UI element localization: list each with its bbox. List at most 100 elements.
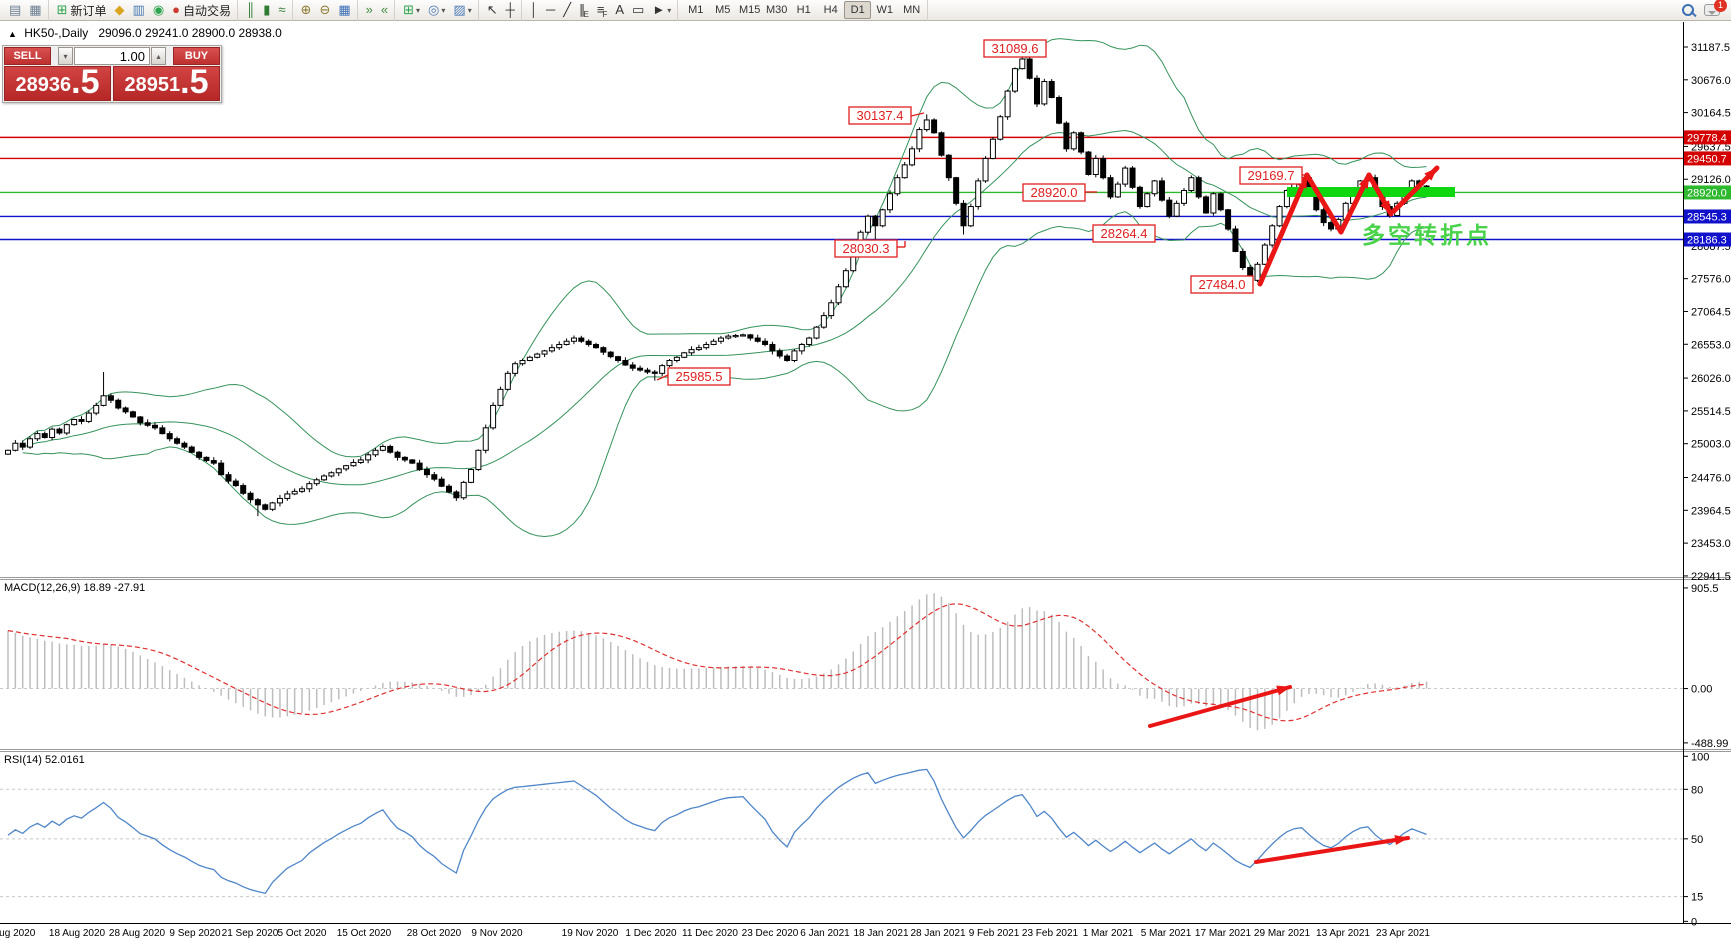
volume-increase-button[interactable]: ▴ <box>151 47 166 65</box>
new-order-button: ⊞ <box>56 2 68 17</box>
templates-icon-dropdown[interactable]: ▾ <box>467 5 472 15</box>
annotation-text[interactable]: 多空转折点 <box>1362 222 1492 248</box>
indicators-icon-dropdown[interactable]: ▾ <box>416 5 421 15</box>
buy-price-pips: .5 <box>180 63 209 101</box>
x-axis-label: 6 Aug 2020 <box>0 928 36 939</box>
rsi-tick-label: 50 <box>1691 834 1703 846</box>
text-label-icon[interactable]: ▭ <box>628 1 648 19</box>
x-axis-label: 11 Dec 2020 <box>682 928 738 939</box>
equidistant-channel-icon[interactable]: ∥ E <box>575 1 593 19</box>
price-callout-28920.0[interactable]: 28920.0 <box>1022 183 1097 202</box>
price-axis[interactable]: 31187.530676.030164.529637.529126.028087… <box>1683 42 1731 928</box>
autotrading-button[interactable]: ● 自动交易 <box>168 1 235 19</box>
new-chart-icon[interactable]: ▤ <box>5 1 25 19</box>
toolbar-right: 1 <box>1682 0 1728 16</box>
candlestick-icon[interactable]: ▮ <box>259 1 274 19</box>
cursor-icon[interactable]: ↖ <box>483 1 502 19</box>
svg-text:25985.5: 25985.5 <box>676 369 723 384</box>
timeframe-m5[interactable]: M5 <box>715 4 731 16</box>
periods-icon[interactable]: ◎ ▾ <box>424 1 449 19</box>
arrows-icon[interactable]: ► ▾ <box>648 1 675 19</box>
line-chart-icon[interactable]: ≈ <box>274 1 289 19</box>
price-tick-label: 25003.0 <box>1691 439 1731 451</box>
svg-text:28030.3: 28030.3 <box>843 241 890 256</box>
auto-scroll-icon[interactable]: » <box>362 1 377 19</box>
price-callout-30137.4[interactable]: 30137.4 <box>848 106 925 125</box>
timeframe-w1[interactable]: W1 <box>876 4 893 16</box>
text-icon[interactable]: A <box>611 1 628 19</box>
timeframe-h1[interactable]: H1 <box>796 4 811 16</box>
x-axis-label: 19 Nov 2020 <box>562 928 619 939</box>
price-tag-28920.0: 28920.0 <box>1684 185 1731 200</box>
price-tick-label: 27576.0 <box>1691 274 1731 286</box>
timeframe-m1[interactable]: M1 <box>688 4 704 16</box>
terminal-icon[interactable]: ▥ <box>129 1 149 19</box>
annotation-arrow[interactable] <box>1254 835 1410 864</box>
search-icon[interactable] <box>1682 4 1694 16</box>
notification-badge: 1 <box>1714 0 1727 12</box>
arrows-icon-dropdown[interactable]: ▾ <box>667 5 672 15</box>
volume-input[interactable] <box>74 47 150 65</box>
price-callout-31089.6[interactable]: 31089.6 <box>983 39 1047 58</box>
candlestick-series <box>5 53 1430 517</box>
indicators-icon[interactable]: ⊞ ▾ <box>399 1 424 19</box>
timeframe-m30[interactable]: M30 <box>766 4 788 16</box>
fibonacci-icon[interactable]: ≡ F <box>593 1 611 19</box>
price-tick-label: 30676.0 <box>1691 75 1731 87</box>
annotation-arrow[interactable] <box>1148 685 1292 728</box>
price-callout-28030.3[interactable]: 28030.3 <box>834 239 906 258</box>
macd-signal-line <box>7 603 1427 722</box>
price-callout-28264.4[interactable]: 28264.4 <box>1092 224 1156 243</box>
periods-icon-dropdown[interactable]: ▾ <box>441 5 446 15</box>
new-order-button[interactable]: ⊞ 新订单 <box>53 1 111 19</box>
annotation-arrow[interactable] <box>1304 172 1344 235</box>
vertical-line-icon[interactable]: │ <box>526 1 542 19</box>
svg-text:30137.4: 30137.4 <box>857 108 904 123</box>
rsi-line <box>7 768 1427 895</box>
tile-windows-icon[interactable]: ▦ <box>334 1 354 19</box>
annotation-arrow[interactable] <box>1257 172 1310 287</box>
panel-collapse-icon[interactable]: ▲ <box>8 29 17 39</box>
horizontal-line-icon[interactable]: ─ <box>542 1 559 19</box>
price-callout-29169.7[interactable]: 29169.7 <box>1239 166 1309 185</box>
svg-text:28186.3: 28186.3 <box>1687 235 1727 247</box>
sell-price[interactable]: 28936 .5 <box>4 63 111 101</box>
chart-shift-icon[interactable]: « <box>377 1 392 19</box>
templates-icon[interactable]: ▨ ▾ <box>449 1 475 19</box>
signals-icon[interactable]: ◉ <box>149 1 168 19</box>
bollinger-middle-band <box>22 129 1427 486</box>
trendline-icon: ╱ <box>563 2 572 17</box>
annotation-arrow[interactable] <box>1338 172 1372 235</box>
svg-text:28920.0: 28920.0 <box>1687 187 1727 199</box>
autotrading-button-label: 自动交易 <box>183 3 232 18</box>
price-tick-label: 24476.0 <box>1691 473 1731 485</box>
buy-button[interactable]: BUY <box>173 47 220 65</box>
annotation-arrow[interactable] <box>1391 165 1440 214</box>
timeframe-h4[interactable]: H4 <box>823 4 838 16</box>
support-zone-rectangle[interactable] <box>1287 187 1455 197</box>
annotation-arrow[interactable] <box>1366 172 1394 217</box>
sell-button[interactable]: SELL <box>4 47 51 65</box>
price-tick-label: 23453.0 <box>1691 538 1731 550</box>
price-callout-27484.0[interactable]: 27484.0 <box>1190 275 1254 294</box>
sell-price-pips: .5 <box>71 63 100 101</box>
zoom-out-icon[interactable]: ⊖ <box>315 1 334 19</box>
timeframe-m15[interactable]: M15 <box>739 4 761 16</box>
equidistant-channel-icon: ∥ <box>579 2 586 17</box>
crosshair-icon[interactable]: ┼ <box>502 1 519 19</box>
buy-price[interactable]: 28951 .5 <box>113 63 220 101</box>
x-axis-label: 28 Oct 2020 <box>407 928 462 939</box>
metaeditor-icon[interactable]: ◆ <box>111 1 129 19</box>
one-click-trade-panel: SELL ▾ ▴ BUY 28936 .5 28951 .5 <box>2 45 222 103</box>
volume-decrease-button[interactable]: ▾ <box>58 47 73 65</box>
profiles-icon[interactable]: ▦ <box>25 1 45 19</box>
price-tick-label: 31187.5 <box>1691 42 1730 54</box>
timeframe-mn[interactable]: MN <box>903 4 921 16</box>
price-callout-25985.5[interactable]: 25985.5 <box>656 367 731 386</box>
zoom-in-icon[interactable]: ⊕ <box>297 1 316 19</box>
trendline-icon[interactable]: ╱ <box>559 1 575 19</box>
timeframe-d1[interactable]: D1 <box>844 1 872 19</box>
bar-chart-icon[interactable]: ║ <box>242 1 259 19</box>
